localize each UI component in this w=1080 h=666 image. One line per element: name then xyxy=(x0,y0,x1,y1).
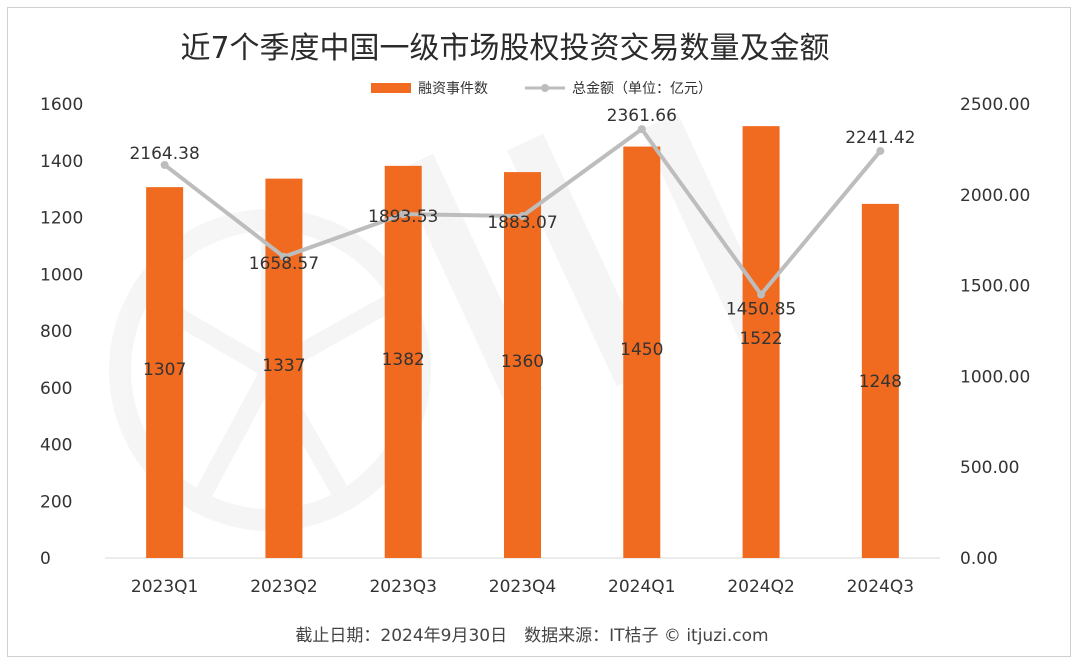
line-point-2023Q1 xyxy=(160,160,169,169)
bar-2024Q1 xyxy=(623,146,661,558)
bar-2024Q2 xyxy=(742,126,780,558)
line-value-label: 1658.57 xyxy=(249,254,319,274)
bar-2023Q3 xyxy=(384,165,422,559)
line-value-label: 2164.38 xyxy=(129,144,199,164)
line-point-2023Q2 xyxy=(279,252,288,261)
x-tick-label: 2023Q2 xyxy=(250,577,317,597)
bars xyxy=(146,126,899,559)
bar-value-labels: 1307 1337 1382 1360 1450 1522 1248 xyxy=(143,329,902,392)
x-tick-label: 2024Q3 xyxy=(847,577,914,597)
left-tick-label: 200 xyxy=(40,492,72,512)
footer-source: 截止日期：2024年9月30日 数据来源：IT桔子 © itjuzi.com xyxy=(295,626,768,646)
bar-2023Q1 xyxy=(146,187,184,559)
bar-value-label: 1360 xyxy=(501,352,544,372)
line-value-label: 2241.42 xyxy=(845,128,915,148)
line-value-label: 1450.85 xyxy=(726,300,796,320)
line-point-2023Q4 xyxy=(518,212,527,221)
bar-value-label: 1382 xyxy=(382,350,425,370)
right-tick-label: 1000.00 xyxy=(960,367,1030,387)
left-tick-label: 0 xyxy=(40,549,51,569)
bar-2024Q3 xyxy=(861,203,899,558)
right-tick-label: 500.00 xyxy=(960,458,1019,478)
line-point-2023Q3 xyxy=(399,210,408,219)
line-value-label: 2361.66 xyxy=(607,106,677,126)
legend-line-label: 总金额（单位：亿元） xyxy=(572,81,712,97)
legend-bar-swatch xyxy=(371,83,411,93)
line-point-2024Q3 xyxy=(876,146,885,155)
left-tick-label: 1000 xyxy=(40,265,83,285)
x-axis: 2023Q1 2023Q2 2023Q3 2023Q4 2024Q1 2024Q2 2024… xyxy=(131,577,914,597)
line-value-label: 1893.53 xyxy=(368,207,438,227)
line-value-labels: 2164.38 1658.57 1893.53 1883.07 2361.66 1450.… xyxy=(129,106,915,319)
x-tick-label: 2023Q4 xyxy=(489,577,556,597)
legend-bar-label: 融资事件数 xyxy=(418,81,488,97)
line-series xyxy=(160,125,885,299)
left-tick-label: 1600 xyxy=(40,95,83,115)
left-axis: 0 200 400 600 800 1000 1200 1400 1600 xyxy=(40,95,83,569)
left-tick-label: 800 xyxy=(40,322,72,342)
left-tick-label: 1400 xyxy=(40,152,83,172)
watermark-logo xyxy=(109,112,779,531)
right-tick-label: 0.00 xyxy=(960,549,998,569)
bar-value-label: 1522 xyxy=(739,329,782,349)
x-tick-label: 2023Q3 xyxy=(369,577,436,597)
bar-2023Q4 xyxy=(504,172,541,558)
legend-line-marker xyxy=(541,84,549,92)
x-tick-label: 2024Q1 xyxy=(608,577,675,597)
right-tick-label: 1500.00 xyxy=(960,277,1030,297)
chart-title: 近7个季度中国一级市场股权投资交易数量及金额 xyxy=(180,31,829,66)
bar-value-label: 1248 xyxy=(859,372,902,392)
x-tick-label: 2024Q2 xyxy=(727,577,794,597)
right-tick-label: 2500.00 xyxy=(960,95,1030,115)
left-tick-label: 400 xyxy=(40,436,72,456)
left-tick-label: 1200 xyxy=(40,209,83,229)
line-value-label: 1883.07 xyxy=(487,213,557,233)
x-tick-label: 2023Q1 xyxy=(131,577,198,597)
legend: 融资事件数 总金额（单位：亿元） xyxy=(371,81,712,97)
bar-value-label: 1307 xyxy=(143,360,186,380)
line-point-2024Q2 xyxy=(757,290,766,299)
right-tick-label: 2000.00 xyxy=(960,186,1030,206)
right-axis: 0.00 500.00 1000.00 1500.00 2000.00 2500.00 xyxy=(960,95,1030,569)
bar-value-label: 1337 xyxy=(262,356,305,376)
line-point-2024Q1 xyxy=(637,125,646,134)
left-tick-label: 600 xyxy=(40,379,72,399)
bar-value-label: 1450 xyxy=(620,340,663,360)
bar-2023Q2 xyxy=(265,178,303,558)
